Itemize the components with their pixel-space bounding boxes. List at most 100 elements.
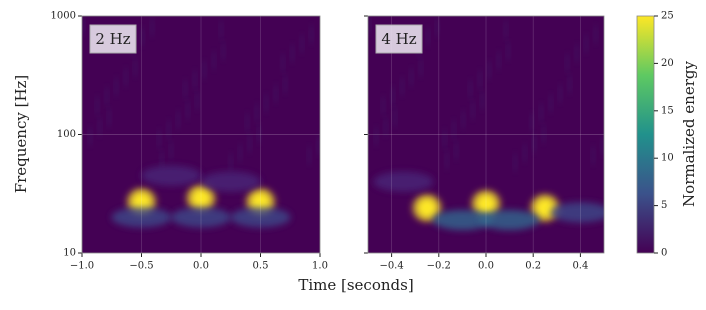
y-tick-label: 100 xyxy=(57,129,76,140)
colorbar xyxy=(636,15,655,254)
texture xyxy=(592,146,595,165)
heatmap xyxy=(368,16,604,230)
energy-blob xyxy=(200,171,261,192)
texture xyxy=(284,75,287,94)
texture xyxy=(368,16,370,34)
texture xyxy=(258,125,261,144)
energy-core xyxy=(191,188,211,209)
texture xyxy=(504,20,507,39)
texture xyxy=(177,110,180,129)
texture xyxy=(255,103,258,122)
energy-core xyxy=(535,197,555,218)
energy-core xyxy=(476,193,496,214)
colorbar-tick-label: 10 xyxy=(661,153,674,164)
texture xyxy=(170,141,173,160)
colorbar-tick-label: 0 xyxy=(661,248,667,259)
texture xyxy=(514,153,517,172)
texture xyxy=(193,70,196,89)
y-tick-label: 10 xyxy=(63,248,76,259)
colorbar-tick-label: 5 xyxy=(661,200,667,211)
texture xyxy=(382,96,385,115)
annotation-box xyxy=(89,24,137,54)
texture xyxy=(601,136,604,155)
texture xyxy=(160,151,163,170)
texture xyxy=(300,34,303,53)
texture xyxy=(281,53,284,72)
energy-blob xyxy=(432,209,493,230)
heatmap xyxy=(82,16,320,228)
texture xyxy=(443,129,446,148)
x-tick-label: −0.2 xyxy=(427,261,451,272)
energy-core xyxy=(417,197,437,218)
x-tick-label: 0.0 xyxy=(193,261,209,272)
texture xyxy=(167,120,170,139)
texture xyxy=(559,84,562,103)
texture xyxy=(375,127,378,146)
texture xyxy=(141,27,144,46)
texture xyxy=(585,34,588,53)
texture xyxy=(575,44,578,63)
texture xyxy=(184,79,187,98)
texture xyxy=(105,87,108,106)
texture xyxy=(96,96,99,115)
texture xyxy=(384,117,387,136)
texture xyxy=(594,25,597,44)
plot-frame xyxy=(367,15,605,254)
texture xyxy=(229,153,232,172)
annotation: 4 Hz xyxy=(381,30,416,48)
texture xyxy=(317,136,320,155)
x-tick-label: 0.5 xyxy=(253,261,269,272)
texture xyxy=(497,51,500,70)
texture xyxy=(222,42,225,61)
x-tick-label: −0.4 xyxy=(379,261,403,272)
plot-frame xyxy=(81,15,321,254)
texture xyxy=(391,87,394,106)
texture xyxy=(203,61,206,80)
texture xyxy=(274,84,277,103)
texture xyxy=(452,120,455,139)
texture xyxy=(462,110,465,129)
texture xyxy=(393,108,396,127)
texture xyxy=(488,61,491,80)
x-axis-label: Time [seconds] xyxy=(298,276,413,294)
colorbar-tick-label: 25 xyxy=(661,11,674,22)
texture xyxy=(507,42,510,61)
energy-blob xyxy=(230,207,291,228)
texture xyxy=(134,58,137,77)
energy-blob xyxy=(479,209,540,230)
texture xyxy=(115,77,118,96)
texture xyxy=(186,101,189,120)
x-tick-label: 0.4 xyxy=(572,261,588,272)
x-tick-label: 0.2 xyxy=(525,261,541,272)
texture xyxy=(410,68,413,87)
texture xyxy=(310,25,313,44)
texture xyxy=(124,68,127,87)
texture xyxy=(98,117,101,136)
texture xyxy=(158,129,161,148)
colorbar-tick-label: 20 xyxy=(661,58,674,69)
texture xyxy=(108,108,111,127)
texture xyxy=(265,94,268,113)
texture xyxy=(427,27,429,46)
x-tick-label: 0.0 xyxy=(478,261,494,272)
energy-core xyxy=(131,191,152,212)
energy-blob xyxy=(141,165,202,186)
texture xyxy=(220,20,223,39)
texture xyxy=(401,77,404,96)
texture xyxy=(196,91,199,110)
texture xyxy=(151,18,154,37)
texture xyxy=(481,91,484,110)
texture xyxy=(246,113,249,132)
energy-core xyxy=(250,191,271,212)
y-axis-label: Frequency [Hz] xyxy=(12,75,30,194)
texture xyxy=(308,146,311,165)
texture xyxy=(549,94,552,113)
y-tick-label: 1000 xyxy=(51,11,76,22)
texture xyxy=(566,53,569,72)
energy-blob xyxy=(111,207,172,228)
texture xyxy=(533,134,536,153)
texture xyxy=(436,18,439,37)
texture xyxy=(248,134,251,153)
texture xyxy=(540,103,543,122)
x-tick-label: −1.0 xyxy=(70,261,94,272)
